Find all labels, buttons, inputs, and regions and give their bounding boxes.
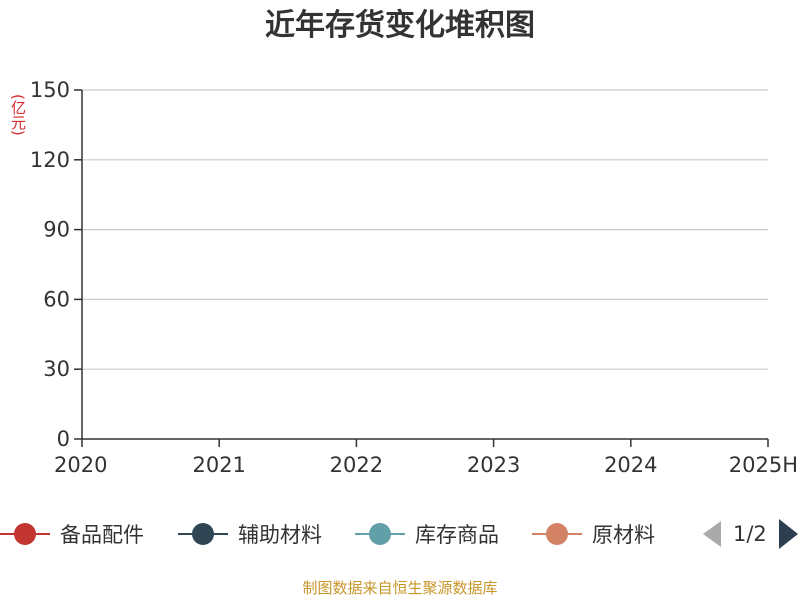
legend-page-indicator: 1/2 bbox=[733, 522, 767, 546]
legend-dot bbox=[14, 523, 36, 545]
y-tick-label: 60 bbox=[43, 287, 70, 311]
legend-item-auxiliary-materials[interactable]: 辅助材料 bbox=[178, 514, 322, 554]
x-tick-label: 2021 bbox=[192, 453, 245, 477]
legend-dot bbox=[369, 523, 391, 545]
x-tick-label: 2020 bbox=[54, 453, 107, 477]
legend-label: 原材料 bbox=[592, 523, 655, 547]
legend-dot bbox=[192, 523, 214, 545]
grid-lines bbox=[74, 89, 769, 447]
legend-dot bbox=[546, 523, 568, 545]
chart-title: 近年存货变化堆积图 bbox=[265, 8, 535, 43]
legend-label: 辅助材料 bbox=[238, 523, 322, 547]
x-tick-label: 2023 bbox=[467, 453, 520, 477]
inventory-stacked-area-chart: 0 30 60 90 120 150 2020 2021 2022 2023 2024 2025H bbox=[30, 78, 798, 477]
x-tick-label: 2025H bbox=[729, 453, 798, 477]
legend-item-spare-parts[interactable]: 备品配件 bbox=[0, 514, 144, 554]
legend-label: 库存商品 bbox=[415, 523, 499, 547]
y-tick-labels: 0 30 60 90 120 150 bbox=[30, 78, 70, 451]
data-source-note: 制图数据来自恒生聚源数据库 bbox=[302, 579, 498, 597]
y-tick-label: 30 bbox=[43, 357, 70, 381]
y-tick-label: 90 bbox=[43, 218, 70, 242]
y-axis-unit: (亿元) bbox=[9, 94, 27, 136]
legend-item-finished-goods[interactable]: 库存商品 bbox=[355, 514, 499, 554]
legend: 备品配件 辅助材料 库存商品 原材料 bbox=[0, 514, 800, 554]
x-tick-label: 2024 bbox=[604, 453, 657, 477]
x-tick-labels: 2020 2021 2022 2023 2024 2025H bbox=[54, 453, 798, 477]
y-tick-label: 120 bbox=[30, 148, 70, 172]
chevron-left-icon[interactable] bbox=[703, 521, 721, 547]
legend-item-raw-materials[interactable]: 原材料 bbox=[532, 514, 655, 554]
axes bbox=[81, 90, 768, 440]
legend-label: 备品配件 bbox=[60, 523, 144, 547]
x-tick-label: 2022 bbox=[330, 453, 383, 477]
y-tick-label: 150 bbox=[30, 78, 70, 102]
y-tick-label: 0 bbox=[57, 427, 70, 451]
chevron-right-icon[interactable] bbox=[778, 519, 798, 549]
legend-pager: 1/2 bbox=[700, 514, 800, 554]
